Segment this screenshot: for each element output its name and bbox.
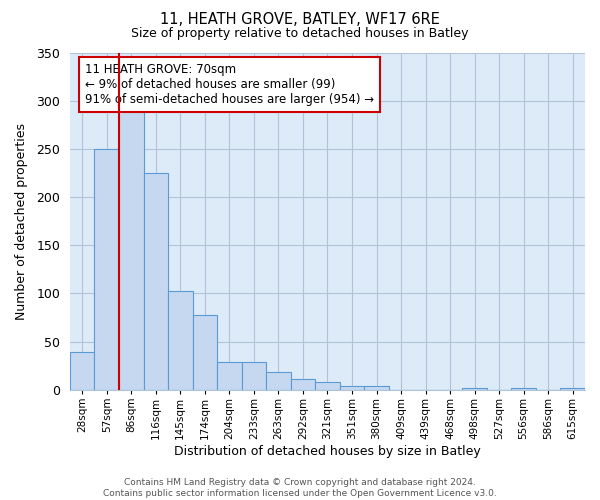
- Text: 11 HEATH GROVE: 70sqm
← 9% of detached houses are smaller (99)
91% of semi-detac: 11 HEATH GROVE: 70sqm ← 9% of detached h…: [85, 62, 374, 106]
- Bar: [340, 386, 364, 390]
- Text: 11, HEATH GROVE, BATLEY, WF17 6RE: 11, HEATH GROVE, BATLEY, WF17 6RE: [160, 12, 440, 28]
- Text: Contains HM Land Registry data © Crown copyright and database right 2024.
Contai: Contains HM Land Registry data © Crown c…: [103, 478, 497, 498]
- Bar: [168, 290, 193, 390]
- Bar: [511, 388, 536, 390]
- Bar: [266, 372, 290, 390]
- Bar: [119, 110, 143, 390]
- X-axis label: Distribution of detached houses by size in Batley: Distribution of detached houses by size …: [174, 444, 481, 458]
- Y-axis label: Number of detached properties: Number of detached properties: [15, 122, 28, 320]
- Bar: [290, 380, 315, 390]
- Bar: [70, 352, 94, 390]
- Bar: [315, 382, 340, 390]
- Bar: [364, 386, 389, 390]
- Text: Size of property relative to detached houses in Batley: Size of property relative to detached ho…: [131, 28, 469, 40]
- Bar: [193, 314, 217, 390]
- Bar: [217, 362, 242, 390]
- Bar: [94, 149, 119, 390]
- Bar: [143, 173, 168, 390]
- Bar: [463, 388, 487, 390]
- Bar: [560, 388, 585, 390]
- Bar: [242, 362, 266, 390]
